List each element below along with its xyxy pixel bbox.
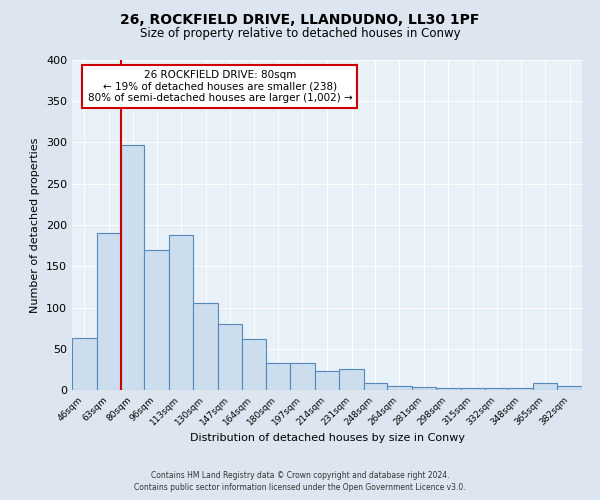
Bar [144, 250, 169, 390]
Bar [97, 233, 121, 390]
X-axis label: Distribution of detached houses by size in Conwy: Distribution of detached houses by size … [190, 432, 464, 442]
Bar [193, 304, 218, 390]
Bar [266, 363, 290, 390]
Bar [169, 235, 193, 390]
Bar [315, 371, 339, 390]
Text: Size of property relative to detached houses in Conwy: Size of property relative to detached ho… [140, 28, 460, 40]
Bar [485, 388, 508, 390]
Text: Contains HM Land Registry data © Crown copyright and database right 2024.
Contai: Contains HM Land Registry data © Crown c… [134, 471, 466, 492]
Bar [533, 384, 557, 390]
Bar [218, 324, 242, 390]
Bar [508, 388, 533, 390]
Bar [364, 384, 387, 390]
Bar [290, 363, 315, 390]
Bar [339, 368, 364, 390]
Y-axis label: Number of detached properties: Number of detached properties [31, 138, 40, 312]
Text: 26 ROCKFIELD DRIVE: 80sqm
← 19% of detached houses are smaller (238)
80% of semi: 26 ROCKFIELD DRIVE: 80sqm ← 19% of detac… [88, 70, 352, 103]
Bar [436, 388, 461, 390]
Bar [72, 338, 97, 390]
Bar [557, 386, 582, 390]
Bar [412, 386, 436, 390]
Bar [461, 388, 485, 390]
Bar [121, 145, 144, 390]
Bar [242, 339, 266, 390]
Text: 26, ROCKFIELD DRIVE, LLANDUDNO, LL30 1PF: 26, ROCKFIELD DRIVE, LLANDUDNO, LL30 1PF [121, 12, 479, 26]
Bar [387, 386, 412, 390]
